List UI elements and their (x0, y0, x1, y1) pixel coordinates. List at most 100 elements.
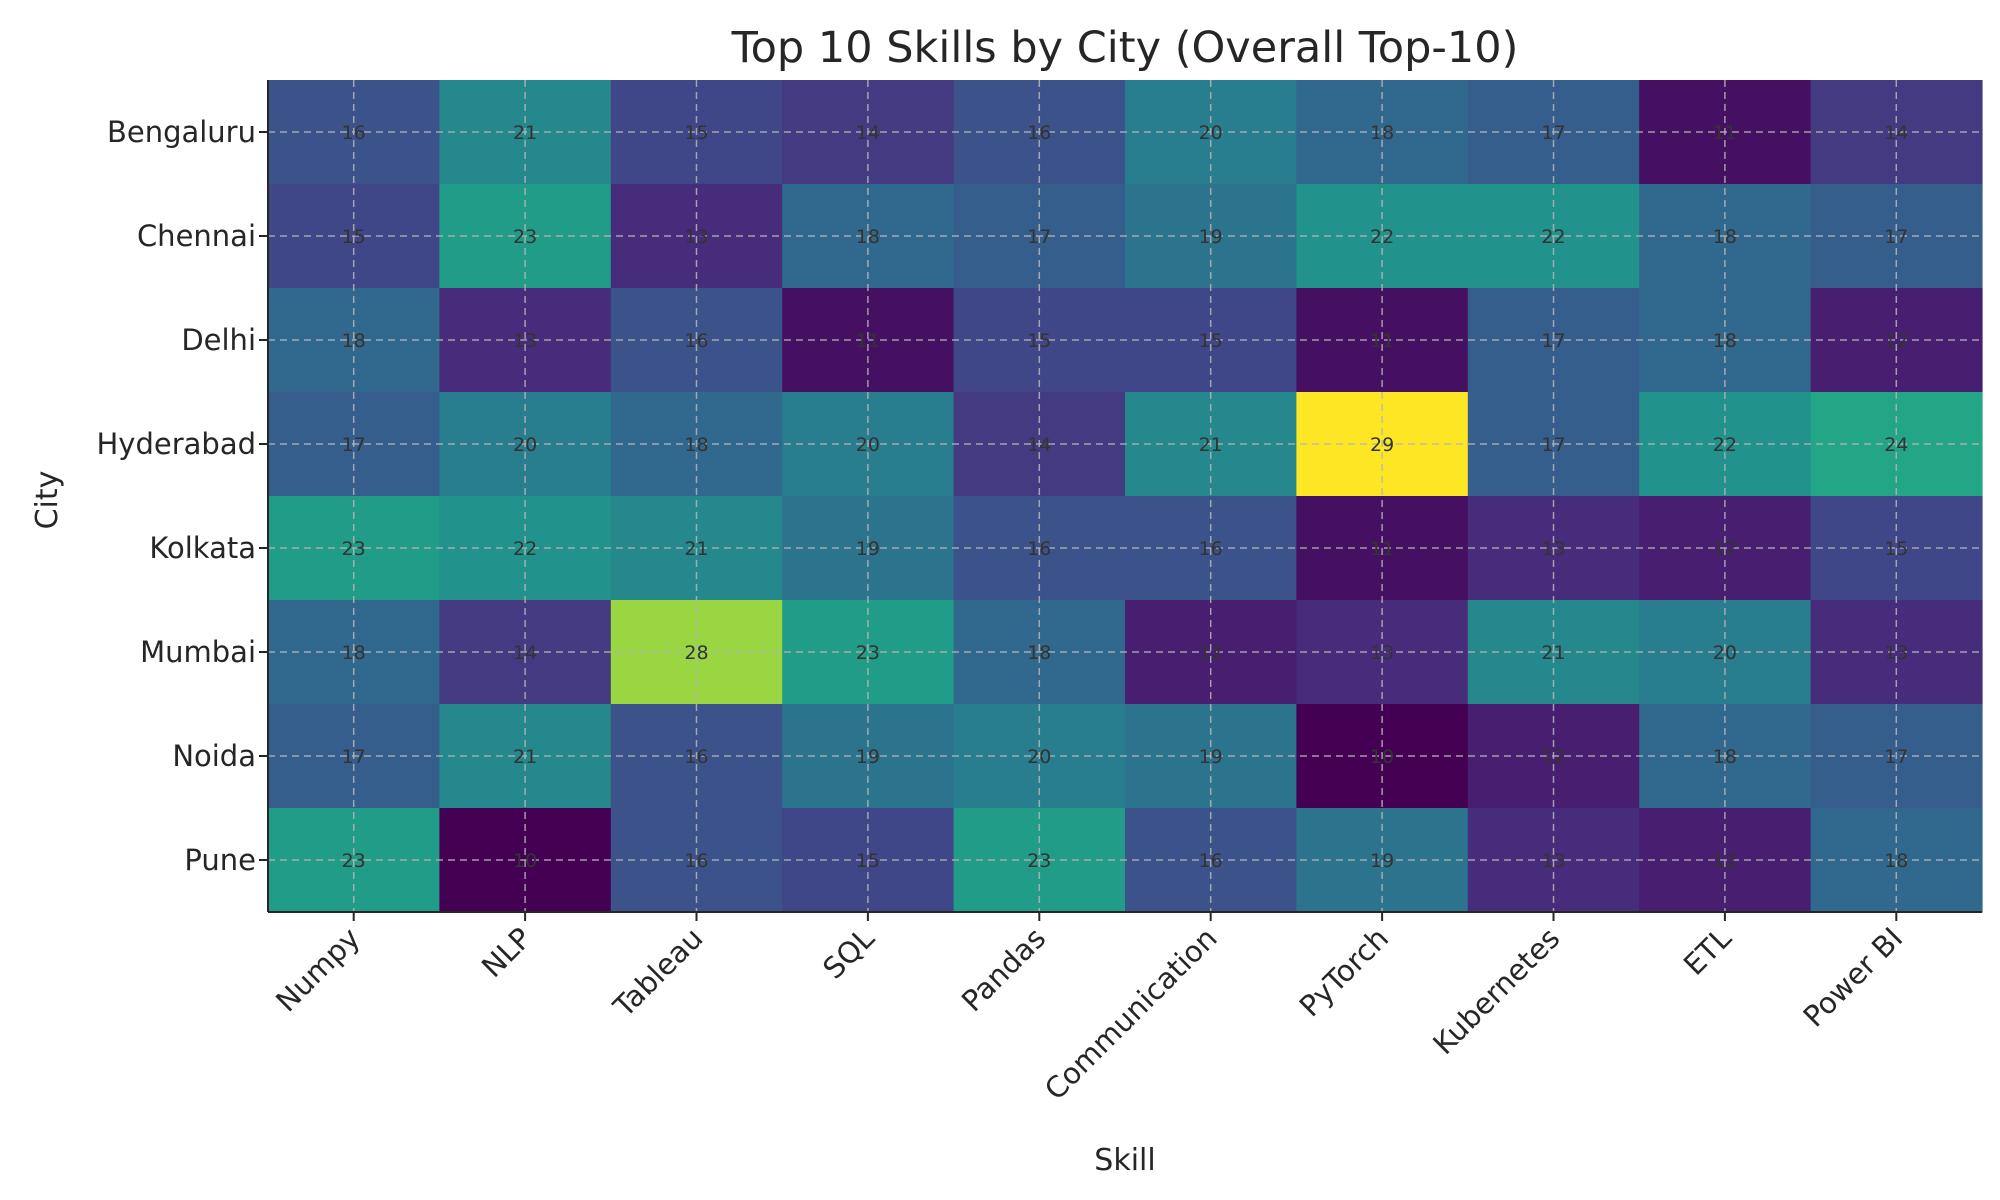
cell-value-label: 18 (856, 226, 880, 248)
x-tick-label: NLP (475, 921, 538, 984)
cell-value-label: 17 (1541, 330, 1565, 352)
cell-value-label: 18 (342, 330, 366, 352)
cell-value-label: 12 (1713, 850, 1737, 872)
cell-value-label: 21 (1199, 434, 1223, 456)
cell-value-label: 12 (1199, 642, 1223, 664)
cell-value-label: 15 (684, 122, 708, 144)
x-tick-label: Kubernetes (1426, 921, 1566, 1061)
x-axis-label: Skill (1094, 1143, 1155, 1178)
cell-value-label: 20 (513, 434, 537, 456)
x-tick-label: PyTorch (1293, 921, 1395, 1023)
cell-value-label: 18 (342, 642, 366, 664)
cell-value-label: 14 (856, 122, 880, 144)
cell-value-label: 15 (856, 850, 880, 872)
cell-value-label: 11 (1370, 330, 1394, 352)
cell-value-label: 28 (684, 642, 708, 664)
y-tick-label: Mumbai (140, 635, 256, 669)
cell-value-label: 10 (1370, 746, 1394, 768)
cell-value-label: 16 (342, 122, 366, 144)
cell-value-label: 17 (1884, 746, 1908, 768)
cell-value-label: 17 (1027, 226, 1051, 248)
y-tick-label: Kolkata (149, 531, 256, 565)
cell-value-label: 23 (342, 538, 366, 560)
cell-value-label: 20 (1713, 642, 1737, 664)
cell-value-label: 16 (1199, 850, 1223, 872)
cell-value-label: 10 (513, 850, 537, 872)
cell-value-label: 17 (1541, 434, 1565, 456)
cell-value-label: 12 (1541, 746, 1565, 768)
cell-value-label: 15 (1199, 330, 1223, 352)
cell-value-label: 29 (1370, 434, 1394, 456)
cell-value-label: 19 (856, 538, 880, 560)
y-tick-label: Delhi (181, 323, 256, 357)
cell-value-label: 14 (1884, 122, 1908, 144)
cell-value-label: 22 (1541, 226, 1565, 248)
cell-value-label: 23 (1027, 850, 1051, 872)
cell-value-label: 22 (1370, 226, 1394, 248)
x-tick-label: Power BI (1797, 921, 1910, 1034)
cell-value-label: 11 (856, 330, 880, 352)
y-tick-label: Chennai (137, 219, 256, 253)
cell-value-label: 12 (1713, 538, 1737, 560)
cell-value-labels: 16 21 15 14 16 20 18 17 11 14 15 23 13 18 17 19 22 22 18 17… (342, 122, 1909, 872)
cell-value-label: 18 (1713, 330, 1737, 352)
cell-value-label: 16 (684, 330, 708, 352)
cell-value-label: 13 (684, 226, 708, 248)
x-tick-label: Pandas (955, 921, 1052, 1018)
cell-value-label: 12 (1884, 330, 1908, 352)
cell-value-label: 13 (1541, 538, 1565, 560)
y-tick-label: Noida (172, 739, 256, 773)
cell-value-label: 14 (513, 642, 537, 664)
grid-lines (268, 80, 1982, 912)
x-tick-label: SQL (816, 921, 881, 986)
y-tick-label: Hyderabad (97, 427, 257, 461)
cell-value-label: 18 (1027, 642, 1051, 664)
cell-value-label: 18 (1713, 746, 1737, 768)
cell-value-label: 19 (1199, 746, 1223, 768)
cell-value-label: 23 (342, 850, 366, 872)
cell-value-label: 21 (1541, 642, 1565, 664)
cell-value-label: 13 (1541, 850, 1565, 872)
cell-value-label: 16 (1027, 122, 1051, 144)
cell-value-label: 17 (1884, 226, 1908, 248)
cell-value-label: 23 (513, 226, 537, 248)
chart-title: Top 10 Skills by City (Overall Top-10) (731, 23, 1519, 73)
x-tick-label: Numpy (269, 921, 367, 1019)
y-tick-label: Pune (184, 843, 256, 877)
cell-value-label: 17 (342, 746, 366, 768)
cell-value-label: 21 (513, 122, 537, 144)
cell-value-label: 11 (1370, 538, 1394, 560)
cell-value-label: 22 (1713, 434, 1737, 456)
cell-value-label: 17 (1541, 122, 1565, 144)
cell-value-label: 18 (684, 434, 708, 456)
cell-value-label: 14 (1027, 434, 1051, 456)
cell-value-label: 19 (1370, 850, 1394, 872)
cell-value-label: 21 (684, 538, 708, 560)
cell-value-label: 21 (513, 746, 537, 768)
cell-value-label: 22 (513, 538, 537, 560)
cell-value-label: 11 (1713, 122, 1737, 144)
cell-value-label: 15 (1027, 330, 1051, 352)
y-tick-label: Bengaluru (107, 115, 256, 149)
cell-value-label: 15 (342, 226, 366, 248)
cell-value-label: 16 (1027, 538, 1051, 560)
cell-value-label: 19 (856, 746, 880, 768)
cell-value-label: 20 (1199, 122, 1223, 144)
cell-value-label: 24 (1884, 434, 1908, 456)
cell-value-label: 15 (1884, 538, 1908, 560)
x-tick-label: Tableau (606, 921, 709, 1024)
cell-value-label: 18 (1713, 226, 1737, 248)
cell-value-label: 20 (856, 434, 880, 456)
x-tick-label: ETL (1677, 921, 1738, 982)
cell-value-label: 20 (1027, 746, 1051, 768)
y-axis-label: City (30, 471, 65, 530)
cell-value-label: 18 (1370, 122, 1394, 144)
cell-value-label: 19 (1199, 226, 1223, 248)
cell-value-label: 16 (1199, 538, 1223, 560)
x-tick-label: Communication (1038, 921, 1224, 1107)
cell-value-label: 13 (513, 330, 537, 352)
cell-value-label: 16 (684, 850, 708, 872)
cell-value-label: 23 (856, 642, 880, 664)
